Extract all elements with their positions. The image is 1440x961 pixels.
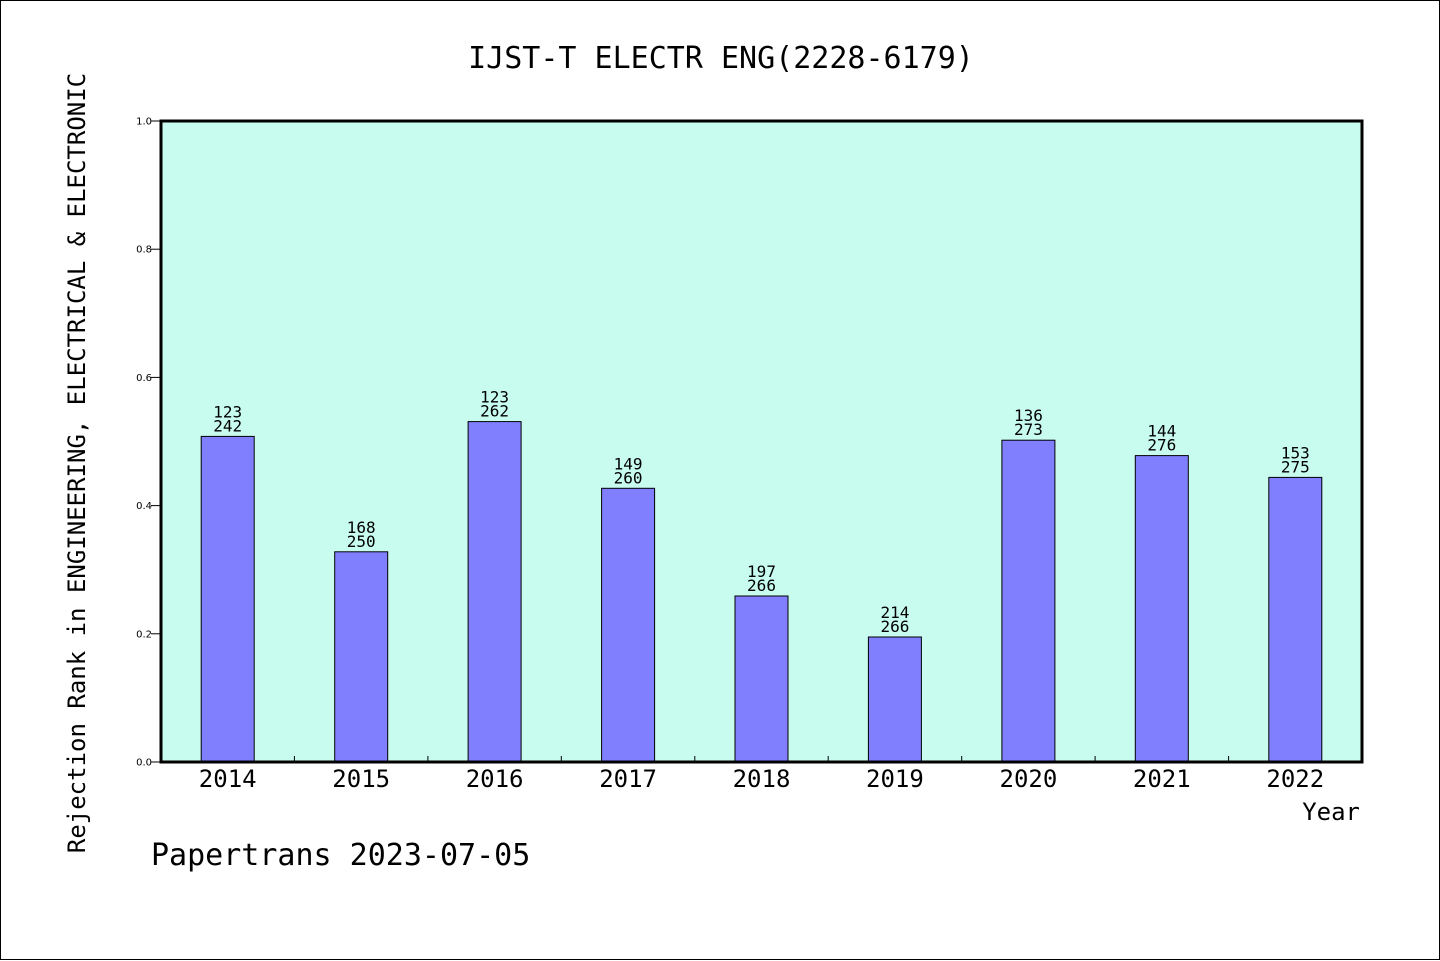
x-tick-label-2019: 2019 [866,765,924,793]
y-tick-label-0.0: 0.0 [136,758,152,769]
x-tick-label-2018: 2018 [733,765,791,793]
plot-border [159,119,1364,764]
y-tick-label-0.4: 0.4 [136,501,152,512]
bars: 1232421682501232621492601972662142661362… [200,388,1323,763]
bar-label-bottom-2018: 266 [747,576,776,595]
bar-label-top-2021: 144 [1147,422,1176,441]
bar-label-top-2014: 123 [213,402,242,421]
axis-ticks: 2014 2015 2016 2017 2018 2019 2020 2021 2022 0.0 0… [136,117,1324,794]
y-tick-label-1.0: 1.0 [136,117,152,128]
bar-label-bottom-2022: 275 [1281,457,1310,476]
bar-2014 [200,435,255,763]
bar-label-bottom-2021: 276 [1147,436,1176,455]
bar-label-top-2016: 123 [480,388,509,407]
bar-2015 [334,551,389,763]
chart-title: IJST-T ELECTR ENG(2228-6179) [468,41,974,76]
x-tick-label-2016: 2016 [466,765,524,793]
bar-label-top-2020: 136 [1014,406,1043,425]
y-axis-label: Rejection Rank in ENGINEERING, ELECTRICA… [63,73,91,853]
x-tick-label-2021: 2021 [1133,765,1191,793]
bar-2022 [1268,476,1323,763]
bar-2017 [601,487,656,763]
y-tick-label-0.6: 0.6 [136,373,152,384]
bar-2019 [867,636,922,763]
bar-label-top-2022: 153 [1281,443,1310,462]
x-tick-label-2022: 2022 [1266,765,1324,793]
bar-label-bottom-2017: 260 [614,468,643,487]
footer-credit: Papertrans 2023-07-05 [151,838,530,873]
x-tick-label-2020: 2020 [1000,765,1058,793]
bar-label-top-2015: 168 [347,518,376,537]
x-tick-label-2014: 2014 [199,765,257,793]
bar-2020 [1001,439,1056,763]
bar-label-bottom-2016: 262 [480,402,509,421]
bar-label-top-2019: 214 [880,603,909,622]
bar-2018 [734,595,789,763]
bar-label-bottom-2014: 242 [213,416,242,435]
bar-2016 [467,421,522,763]
y-tick-label-0.8: 0.8 [136,245,152,256]
y-tick-label-0.2: 0.2 [136,629,152,640]
bar-label-top-2017: 149 [614,454,643,473]
bar-label-top-2018: 197 [747,562,776,581]
bar-2021 [1134,455,1189,763]
x-tick-label-2015: 2015 [332,765,390,793]
x-axis-label: Year [1302,798,1360,826]
bar-label-bottom-2019: 266 [880,617,909,636]
x-tick-label-2017: 2017 [599,765,657,793]
bar-label-bottom-2015: 250 [347,532,376,551]
bar-label-bottom-2020: 273 [1014,420,1043,439]
